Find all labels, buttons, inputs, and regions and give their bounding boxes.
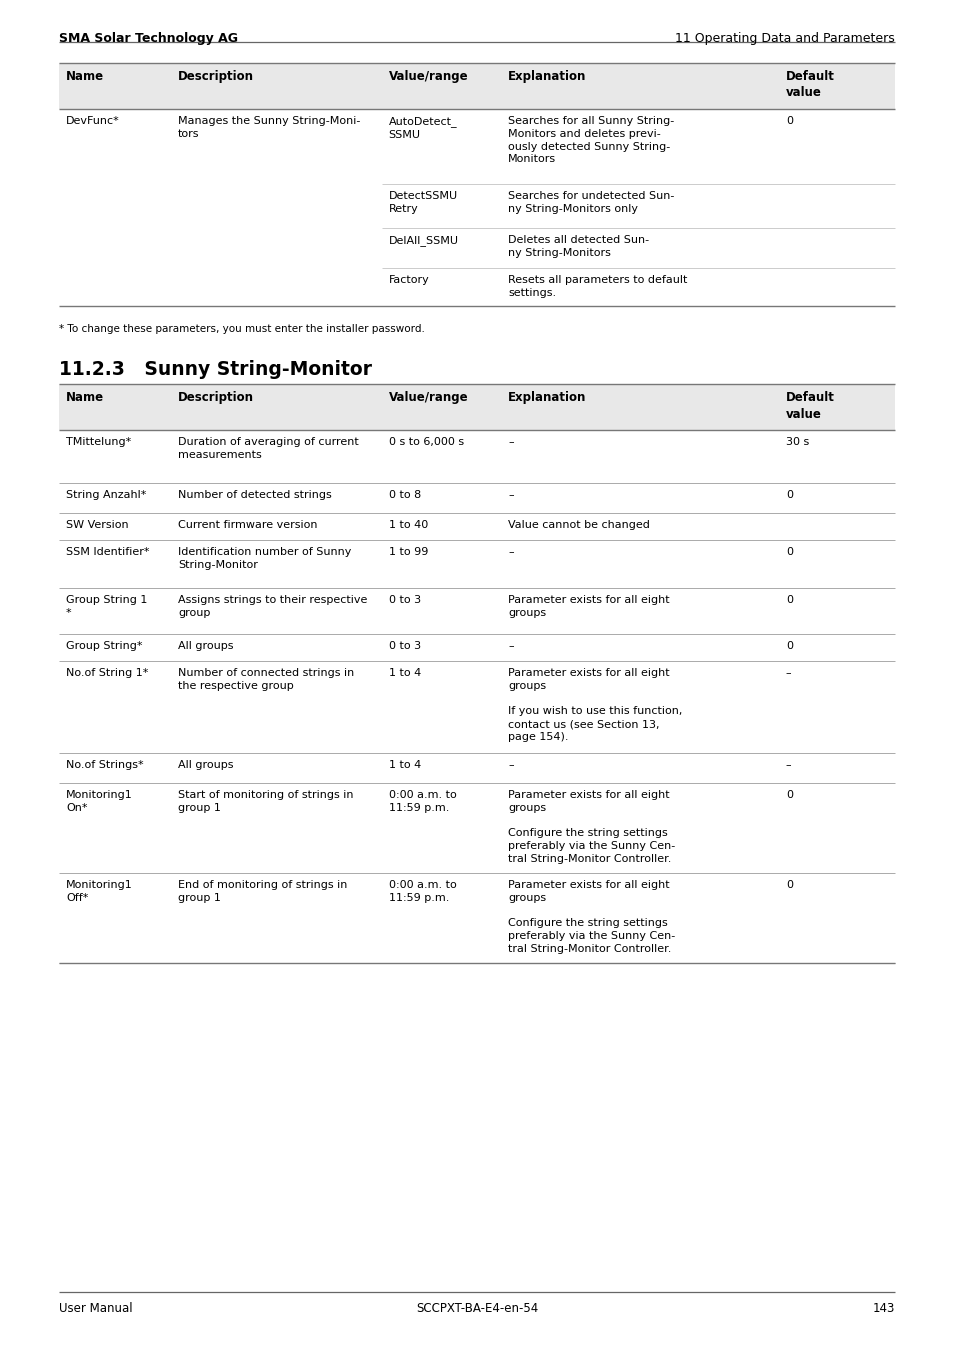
Text: 0: 0 xyxy=(785,595,792,605)
Text: Assigns strings to their respective
group: Assigns strings to their respective grou… xyxy=(178,595,367,618)
Text: String Anzahl*: String Anzahl* xyxy=(66,490,146,500)
Text: 0:00 a.m. to
11:59 p.m.: 0:00 a.m. to 11:59 p.m. xyxy=(388,880,456,903)
Text: Description: Description xyxy=(178,70,253,82)
Text: All groups: All groups xyxy=(178,760,233,770)
Text: 0:00 a.m. to
11:59 p.m.: 0:00 a.m. to 11:59 p.m. xyxy=(388,790,456,813)
Text: Group String 1
*: Group String 1 * xyxy=(66,595,147,618)
Text: 0: 0 xyxy=(785,790,792,801)
Text: Default
value: Default value xyxy=(785,392,834,420)
Text: 1 to 40: 1 to 40 xyxy=(388,520,428,531)
Text: Resets all parameters to default
settings.: Resets all parameters to default setting… xyxy=(508,275,687,298)
Text: Manages the Sunny String-Moni-
tors: Manages the Sunny String-Moni- tors xyxy=(178,116,360,139)
Text: 1 to 4: 1 to 4 xyxy=(388,668,420,678)
Text: 11 Operating Data and Parameters: 11 Operating Data and Parameters xyxy=(675,32,894,45)
Text: DelAll_SSMU: DelAll_SSMU xyxy=(388,235,458,246)
Text: SCCPXT-BA-E4-en-54: SCCPXT-BA-E4-en-54 xyxy=(416,1301,537,1315)
Text: Searches for all Sunny String-
Monitors and deletes previ-
ously detected Sunny : Searches for all Sunny String- Monitors … xyxy=(508,116,674,165)
Text: Number of connected strings in
the respective group: Number of connected strings in the respe… xyxy=(178,668,354,691)
Text: Start of monitoring of strings in
group 1: Start of monitoring of strings in group … xyxy=(178,790,354,813)
Text: –: – xyxy=(508,437,514,447)
Text: 0: 0 xyxy=(785,880,792,890)
Text: Group String*: Group String* xyxy=(66,641,142,651)
Text: Name: Name xyxy=(66,392,104,404)
Text: 0: 0 xyxy=(785,547,792,558)
Text: Duration of averaging of current
measurements: Duration of averaging of current measure… xyxy=(178,437,358,460)
Text: Number of detected strings: Number of detected strings xyxy=(178,490,332,500)
Text: Description: Description xyxy=(178,392,253,404)
Text: No.of Strings*: No.of Strings* xyxy=(66,760,144,770)
Text: Parameter exists for all eight
groups

Configure the string settings
preferably : Parameter exists for all eight groups Co… xyxy=(508,790,675,864)
Text: Monitoring1
On*: Monitoring1 On* xyxy=(66,790,132,813)
Text: DevFunc*: DevFunc* xyxy=(66,116,120,126)
Text: Value/range: Value/range xyxy=(388,70,468,82)
Text: Parameter exists for all eight
groups

If you wish to use this function,
contact: Parameter exists for all eight groups If… xyxy=(508,668,682,743)
Text: Searches for undetected Sun-
ny String-Monitors only: Searches for undetected Sun- ny String-M… xyxy=(508,190,674,213)
Text: Factory: Factory xyxy=(388,275,429,285)
Text: AutoDetect_
SSMU: AutoDetect_ SSMU xyxy=(388,116,456,139)
Text: Monitoring1
Off*: Monitoring1 Off* xyxy=(66,880,132,903)
Text: No.of String 1*: No.of String 1* xyxy=(66,668,149,678)
Text: –: – xyxy=(508,760,514,770)
Text: 0: 0 xyxy=(785,490,792,500)
Text: User Manual: User Manual xyxy=(59,1301,132,1315)
Text: Default
value: Default value xyxy=(785,70,834,100)
Text: 0: 0 xyxy=(785,641,792,651)
Text: –: – xyxy=(785,760,791,770)
Text: 0 s to 6,000 s: 0 s to 6,000 s xyxy=(388,437,463,447)
Text: 11.2.3   Sunny String-Monitor: 11.2.3 Sunny String-Monitor xyxy=(59,360,372,379)
Text: TMittelung*: TMittelung* xyxy=(66,437,132,447)
Text: –: – xyxy=(508,547,514,558)
Text: 0 to 8: 0 to 8 xyxy=(388,490,420,500)
Text: Value cannot be changed: Value cannot be changed xyxy=(508,520,649,531)
Text: SSM Identifier*: SSM Identifier* xyxy=(66,547,150,558)
Text: Identification number of Sunny
String-Monitor: Identification number of Sunny String-Mo… xyxy=(178,547,351,570)
Text: Explanation: Explanation xyxy=(508,70,586,82)
Text: 1 to 4: 1 to 4 xyxy=(388,760,420,770)
Bar xyxy=(59,63,894,109)
Text: 0: 0 xyxy=(785,116,792,126)
Text: Parameter exists for all eight
groups

Configure the string settings
preferably : Parameter exists for all eight groups Co… xyxy=(508,880,675,954)
Text: Current firmware version: Current firmware version xyxy=(178,520,317,531)
Text: DetectSSMU
Retry: DetectSSMU Retry xyxy=(388,190,457,213)
Text: End of monitoring of strings in
group 1: End of monitoring of strings in group 1 xyxy=(178,880,347,903)
Text: 0 to 3: 0 to 3 xyxy=(388,595,420,605)
Text: Deletes all detected Sun-
ny String-Monitors: Deletes all detected Sun- ny String-Moni… xyxy=(508,235,649,258)
Text: Value/range: Value/range xyxy=(388,392,468,404)
Text: SW Version: SW Version xyxy=(66,520,129,531)
Text: All groups: All groups xyxy=(178,641,233,651)
Text: Explanation: Explanation xyxy=(508,392,586,404)
Text: –: – xyxy=(508,641,514,651)
Text: 0 to 3: 0 to 3 xyxy=(388,641,420,651)
Text: Name: Name xyxy=(66,70,104,82)
Text: 1 to 99: 1 to 99 xyxy=(388,547,428,558)
Text: –: – xyxy=(508,490,514,500)
Text: Parameter exists for all eight
groups: Parameter exists for all eight groups xyxy=(508,595,669,618)
Text: SMA Solar Technology AG: SMA Solar Technology AG xyxy=(59,32,237,45)
Bar xyxy=(59,383,894,431)
Text: 30 s: 30 s xyxy=(785,437,808,447)
Text: * To change these parameters, you must enter the installer password.: * To change these parameters, you must e… xyxy=(59,324,424,333)
Text: –: – xyxy=(785,668,791,678)
Text: 143: 143 xyxy=(872,1301,894,1315)
